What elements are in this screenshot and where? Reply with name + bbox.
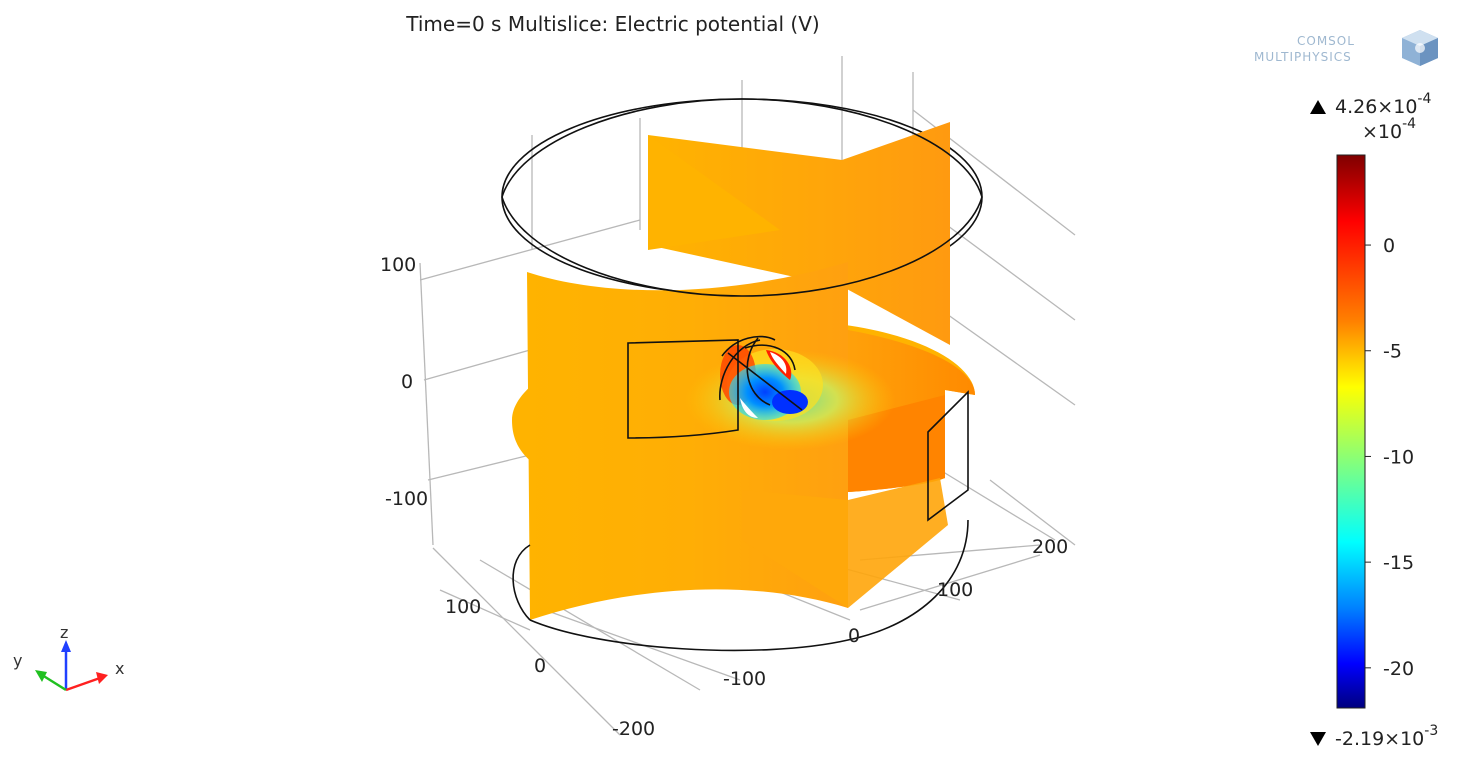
slice-back-left: [648, 135, 780, 250]
comsol-logo: COMSOL MULTIPHYSICS: [1254, 30, 1438, 66]
colorbar-max-label: 4.26×10-4: [1335, 91, 1431, 118]
x-tick-100: 100: [937, 579, 973, 601]
slice-back-right: [648, 122, 950, 345]
axis-triad: z x y: [13, 623, 124, 692]
bottom-ellipse-front-arc: [529, 519, 969, 652]
colorbar-tick-label: -5: [1383, 341, 1402, 363]
top-ellipse-front-arc: [501, 196, 983, 297]
colorbar-tick-label: -10: [1383, 446, 1414, 468]
plot-title: Time=0 s Multislice: Electric potential …: [405, 12, 819, 36]
y-tick-0: 0: [534, 655, 546, 677]
colorbar: 4.26×10-4 ×10-4 0 -5 -10 -15 -20 -2.19×10-3: [1310, 91, 1438, 750]
z-tick-0: 0: [401, 371, 413, 393]
x-tick-200: 200: [1032, 536, 1068, 558]
colorbar-min-label: -2.19×10-3: [1335, 723, 1438, 750]
triad-y-label: y: [13, 651, 22, 670]
z-tick-neg100: -100: [385, 488, 428, 510]
colorbar-tick-label: -15: [1383, 552, 1414, 574]
colorbar-max-marker: [1310, 100, 1326, 114]
slice-yz-lower-right: [848, 478, 948, 608]
inner-box-outline: [627, 339, 739, 439]
sphere-white-cut-2: [740, 398, 758, 418]
top-ellipse-back-arc: [501, 98, 983, 198]
x-tick-0: 0: [848, 625, 860, 647]
z-tick-100: 100: [380, 254, 416, 276]
colorbar-scale-label: ×10-4: [1362, 116, 1416, 143]
y-tick-100: 100: [445, 596, 481, 618]
cube-icon: [1402, 30, 1438, 66]
colorbar-ticks: 0 -5 -10 -15 -20: [1365, 235, 1414, 680]
x-tick-neg200: -200: [612, 718, 655, 740]
cylinder-edges: [927, 390, 969, 522]
svg-text:COMSOL: COMSOL: [1297, 34, 1355, 48]
svg-text:MULTIPHYSICS: MULTIPHYSICS: [1254, 50, 1352, 64]
bottom-ellipse-left-arc: [512, 544, 531, 621]
x-tick-neg100: -100: [723, 668, 766, 690]
sphere-outline: [719, 335, 803, 411]
colorbar-tick-label: 0: [1383, 235, 1395, 257]
triad-z-label: z: [60, 623, 68, 642]
sphere-white-cut: [770, 352, 787, 374]
colorbar-tick-label: -20: [1383, 658, 1414, 680]
colorbar-gradient-rect: [1336, 154, 1366, 709]
colorbar-min-marker: [1310, 732, 1326, 746]
potential-blue-core: [772, 390, 808, 414]
slice-yz-lower: [742, 490, 848, 608]
triad-x-label: x: [115, 659, 124, 678]
